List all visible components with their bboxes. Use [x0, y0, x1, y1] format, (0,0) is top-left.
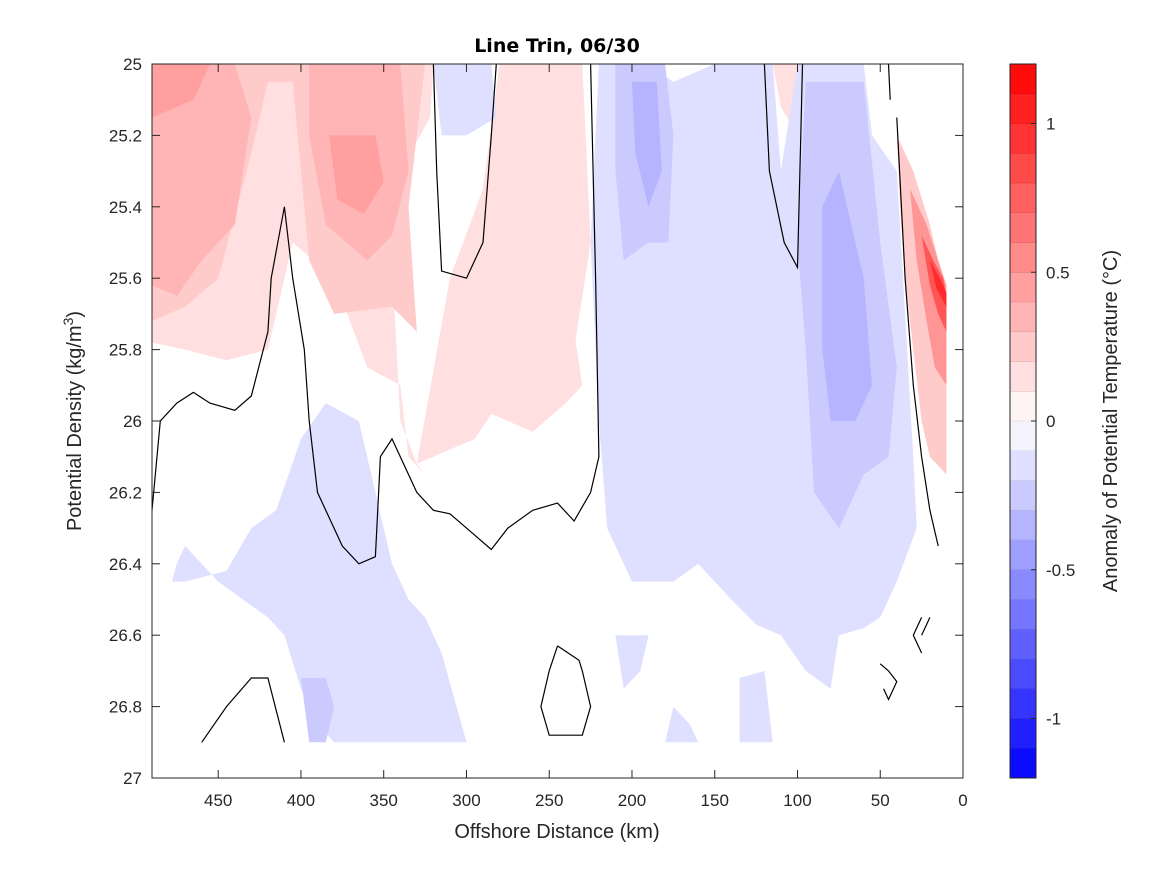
contour-fill-region: [507, 81, 583, 422]
x-tick-label: 350: [370, 791, 398, 810]
contour-fill-region: [152, 64, 210, 118]
y-tick-label: 26.6: [109, 626, 142, 645]
y-tick-label: 26.8: [109, 698, 142, 717]
contour-fill-region: [615, 635, 649, 689]
colorbar-tick-label: -1: [1046, 710, 1061, 729]
zero-contour-layer: [152, 64, 939, 743]
colorbar-segment: [1010, 64, 1036, 95]
colorbar-segment: [1010, 748, 1036, 779]
x-axis-label: Offshore Distance (km): [454, 821, 659, 843]
colorbar-tick-label: 1: [1046, 115, 1055, 134]
colorbar-tick-label: 0.5: [1046, 263, 1070, 282]
contour-fill-region: [739, 670, 773, 743]
axis-ticks: 450 400 350 300 250 200 150 100 50 0 25 25.2 25.4 25.…: [109, 55, 968, 810]
x-tick-label: 50: [871, 791, 890, 810]
y-axis-label-close: ): [64, 311, 86, 318]
colorbar-segment: [1010, 331, 1036, 362]
colorbar: [1010, 64, 1036, 779]
y-tick-label: 27: [123, 769, 142, 788]
x-tick-label: 400: [287, 791, 315, 810]
x-tick-label: 300: [452, 791, 480, 810]
y-tick-label: 26: [123, 412, 142, 431]
colorbar-segment: [1010, 93, 1036, 124]
colorbar-segment: [1010, 302, 1036, 333]
contour-fill-region: [896, 135, 947, 475]
colorbar-segment: [1010, 153, 1036, 184]
zero-contour-line: [152, 64, 600, 565]
y-tick-label: 25: [123, 55, 142, 74]
contour-fill-region: [433, 64, 497, 136]
colorbar-segment: [1010, 183, 1036, 214]
y-tick-label: 25.6: [109, 269, 142, 288]
colorbar-segment: [1010, 421, 1036, 452]
x-tick-label: 100: [783, 791, 811, 810]
zero-contour-line: [432, 64, 497, 279]
y-tick-label: 26.2: [109, 483, 142, 502]
colorbar-label: Anomaly of Potential Temperature (°C): [1100, 250, 1122, 592]
colorbar-segment: [1010, 540, 1036, 571]
colorbar-tick-label: -0.5: [1046, 561, 1075, 580]
zero-contour-line: [912, 617, 923, 654]
y-axis-label: Potential Density (kg/m3): [60, 311, 86, 531]
zero-contour-line: [201, 677, 285, 743]
x-tick-label: 250: [535, 791, 563, 810]
colorbar-segment: [1010, 391, 1036, 422]
contour-fill-region: [329, 135, 384, 214]
x-tick-label: 150: [701, 791, 729, 810]
filled-contour-layer: [152, 64, 947, 743]
colorbar-tick-label: 0: [1046, 412, 1055, 431]
contour-fill-region: [632, 81, 662, 207]
y-axis-label-superscript: 3: [60, 317, 76, 325]
colorbar-segment: [1010, 450, 1036, 481]
colorbar-segment: [1010, 272, 1036, 303]
colorbar-segment: [1010, 569, 1036, 600]
zero-contour-line: [540, 645, 592, 736]
contour-fill-region: [171, 403, 467, 743]
colorbar-segment: [1010, 510, 1036, 541]
y-tick-label: 25.8: [109, 341, 142, 360]
colorbar-segment: [1010, 242, 1036, 273]
colorbar-segment: [1010, 659, 1036, 690]
contour-fill-region: [921, 235, 947, 332]
colorbar-segment: [1010, 212, 1036, 243]
contour-fill-region: [929, 260, 947, 307]
contour-fill-region: [822, 171, 872, 421]
zero-contour-line: [921, 617, 931, 636]
zero-contour-line: [896, 117, 939, 547]
zero-contour-line: [887, 64, 891, 100]
contour-fill-region: [665, 706, 699, 743]
colorbar-segment: [1010, 718, 1036, 749]
zero-contour-line: [879, 663, 898, 701]
y-tick-label: 25.2: [109, 126, 142, 145]
colorbar-segment: [1010, 599, 1036, 630]
x-tick-label: 450: [204, 791, 232, 810]
colorbar-segment: [1010, 480, 1036, 511]
colorbar-segment: [1010, 688, 1036, 719]
y-tick-label: 25.4: [109, 198, 142, 217]
y-tick-label: 26.4: [109, 555, 142, 574]
colorbar-segment: [1010, 123, 1036, 154]
x-tick-label: 200: [618, 791, 646, 810]
colorbar-ticks: -1 -0.5 0 0.5 1: [1031, 115, 1075, 729]
x-tick-label: 0: [958, 791, 967, 810]
colorbar-segment: [1010, 361, 1036, 392]
contour-fill-region: [910, 189, 947, 386]
contour-fill-region: [152, 64, 252, 296]
zero-contour-line: [763, 64, 804, 270]
chart-title: Line Trin, 06/30: [474, 35, 640, 57]
y-axis-label-main: Potential Density (kg/m: [64, 325, 86, 531]
contour-fill-region: [301, 678, 335, 743]
colorbar-segment: [1010, 629, 1036, 660]
